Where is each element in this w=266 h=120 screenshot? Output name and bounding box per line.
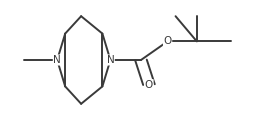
Text: O: O	[163, 36, 172, 46]
Text: O: O	[145, 80, 153, 90]
Text: N: N	[53, 55, 61, 65]
Text: N: N	[106, 55, 114, 65]
